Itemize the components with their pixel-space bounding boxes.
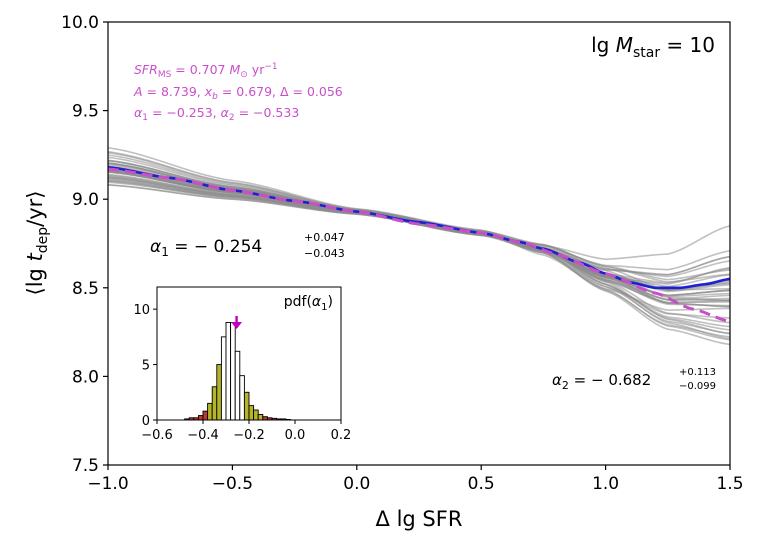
- alpha1-lower-error: −0.043: [304, 247, 345, 260]
- histogram-bar: [197, 415, 204, 421]
- histogram-bar: [234, 350, 241, 421]
- x-tick-label: 1.0: [592, 474, 619, 494]
- histogram-bar: [257, 414, 264, 421]
- histogram-bar: [202, 410, 209, 421]
- inset-y-tick-label: 10: [133, 303, 150, 318]
- inset-x-tick-label: −0.6: [141, 428, 173, 443]
- main-axis-ticks: −1.0 −0.5 0.0 0.5 1.0 1.5 7.5 8.0 8.5 9.0 9.5 10.0: [61, 13, 743, 494]
- median-arrow-head: [231, 322, 243, 329]
- x-tick-label: 0.0: [343, 474, 370, 494]
- fit-parameters: SFRMS = 0.707 M⊙ yr−1 A = 8.739, xb = 0.…: [133, 62, 343, 123]
- x-tick-label: −1.0: [87, 474, 128, 494]
- inset-title: pdf(α1): [284, 294, 333, 313]
- ensemble-line: [108, 150, 730, 278]
- histogram-bar: [207, 402, 213, 421]
- histogram-bar: [225, 322, 232, 421]
- inset-x-tick-label: 0.2: [331, 428, 352, 443]
- inset-x-tick-label: −0.4: [187, 428, 219, 443]
- alpha2-lower-error: −0.099: [679, 381, 716, 392]
- histogram-bar: [239, 375, 245, 421]
- y-axis-label: ⟨lg tdep/yr⟩: [23, 190, 51, 295]
- param-line-2: A = 8.739, xb = 0.679, Δ = 0.056: [133, 84, 343, 102]
- inset-median-marker: [231, 316, 243, 329]
- mass-label: lg Mstar = 10: [591, 33, 715, 61]
- x-axis-label: Δ lg SFR: [376, 507, 463, 531]
- inset-axis-ticks: −0.6 −0.4 −0.2 0.0 0.2 0 5 10: [133, 303, 351, 443]
- param-line-3: α1 = −0.253, α2 = −0.533: [134, 105, 299, 123]
- histogram-bar: [248, 405, 255, 421]
- inset-x-tick-label: −0.2: [233, 428, 265, 443]
- histogram-bar: [211, 386, 218, 421]
- y-tick-label: 7.5: [72, 456, 99, 476]
- x-tick-label: 0.5: [468, 474, 495, 494]
- inset-y-tick-label: 0: [142, 414, 150, 429]
- y-tick-label: 10.0: [61, 13, 99, 33]
- fit-series: [108, 166, 730, 323]
- param-line-1: SFRMS = 0.707 M⊙ yr−1: [134, 62, 278, 80]
- y-tick-label: 8.5: [72, 279, 99, 299]
- histogram-bar: [253, 409, 259, 421]
- y-tick-label: 9.0: [72, 190, 99, 210]
- x-tick-label: −0.5: [212, 474, 253, 494]
- y-tick-label: 9.5: [72, 102, 99, 122]
- histogram-bar: [243, 391, 250, 421]
- alpha2-label: α2 = − 0.682: [552, 371, 651, 392]
- x-tick-label: 1.5: [716, 474, 743, 494]
- inset-y-tick-label: 5: [142, 359, 150, 374]
- inset-x-tick-label: 0.0: [285, 428, 306, 443]
- main-plot-frame: [107, 21, 731, 466]
- model-dashed-line: [108, 167, 730, 323]
- alpha2-upper-error: +0.113: [679, 367, 716, 378]
- alpha1-upper-error: +0.047: [304, 231, 345, 244]
- alpha1-label: α1 = − 0.254: [150, 237, 262, 259]
- histogram-bar: [220, 336, 227, 421]
- histogram-bar: [216, 364, 222, 421]
- histogram-bar: [230, 322, 236, 421]
- y-tick-label: 8.0: [72, 367, 99, 387]
